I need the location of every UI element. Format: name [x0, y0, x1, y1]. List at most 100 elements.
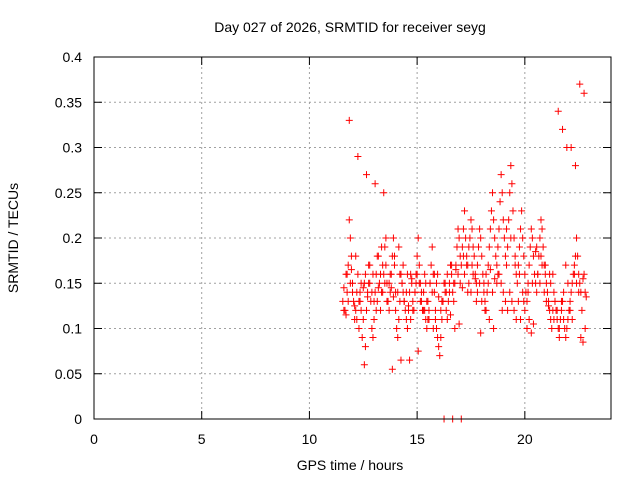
data-point	[399, 261, 407, 269]
data-point	[517, 225, 525, 233]
data-point	[455, 320, 463, 328]
data-point	[435, 343, 443, 351]
data-point	[345, 116, 353, 124]
data-point	[476, 225, 484, 233]
data-point	[533, 243, 541, 251]
data-point	[361, 343, 369, 351]
data-point	[406, 356, 414, 364]
data-point	[409, 297, 417, 305]
data-point	[427, 261, 435, 269]
data-point	[346, 279, 354, 287]
data-point	[501, 297, 509, 305]
data-point	[486, 266, 494, 274]
data-point	[532, 248, 540, 256]
data-point	[473, 288, 481, 296]
data-point	[560, 288, 568, 296]
data-point	[396, 270, 404, 278]
data-point	[568, 315, 576, 323]
data-point	[343, 270, 351, 278]
data-point	[528, 279, 536, 287]
data-point	[438, 297, 446, 305]
data-point	[360, 361, 368, 369]
data-point	[454, 270, 462, 278]
data-point	[476, 279, 484, 287]
data-point	[482, 270, 490, 278]
data-point	[379, 288, 387, 296]
data-point	[403, 325, 411, 332]
data-point	[478, 252, 486, 260]
data-point	[570, 261, 578, 269]
data-point	[536, 279, 544, 287]
data-point	[537, 216, 545, 224]
data-point	[409, 306, 417, 314]
y-tick-label: 0.35	[55, 94, 82, 110]
data-point	[413, 252, 421, 260]
data-point	[431, 315, 439, 323]
data-point	[495, 225, 503, 233]
data-point	[540, 288, 548, 296]
data-point	[452, 266, 460, 274]
data-point	[458, 243, 466, 251]
data-point	[464, 288, 472, 296]
data-point	[342, 311, 350, 319]
data-point	[527, 225, 535, 233]
data-point	[545, 302, 553, 310]
data-point	[484, 279, 492, 287]
data-point	[567, 144, 575, 151]
data-point	[511, 261, 519, 269]
data-point	[499, 288, 507, 296]
data-point	[515, 270, 523, 278]
chart-title: Day 027 of 2026, SRMTID for receiver sey…	[214, 19, 486, 35]
data-point	[515, 243, 523, 251]
x-tick-label: 10	[302, 431, 318, 447]
data-point	[554, 107, 562, 115]
data-point	[571, 162, 579, 170]
data-point	[369, 334, 377, 342]
data-point	[496, 198, 504, 206]
data-point	[344, 297, 352, 305]
y-tick-label: 0.3	[63, 140, 83, 156]
data-point	[373, 252, 381, 260]
data-point	[542, 297, 550, 305]
data-point	[405, 302, 413, 310]
data-point	[577, 334, 585, 342]
data-point	[494, 243, 502, 251]
data-point	[564, 279, 572, 287]
data-point	[358, 334, 366, 342]
data-point	[340, 284, 348, 292]
data-point	[385, 306, 393, 314]
data-point	[538, 225, 546, 233]
data-point	[421, 270, 429, 278]
data-point	[377, 270, 385, 278]
data-point	[529, 320, 537, 328]
data-point	[536, 234, 544, 242]
data-point	[481, 306, 489, 314]
data-point	[461, 270, 469, 278]
x-tick-label: 20	[517, 431, 533, 447]
data-point	[489, 189, 497, 197]
data-point	[351, 302, 359, 310]
data-point	[528, 234, 536, 242]
data-point	[501, 252, 509, 260]
data-point	[428, 243, 436, 251]
data-point	[393, 325, 401, 332]
data-point	[517, 315, 525, 323]
data-point	[468, 225, 476, 233]
data-point	[557, 297, 565, 305]
data-point	[434, 270, 442, 278]
data-point	[555, 334, 563, 342]
data-point	[466, 234, 474, 242]
data-point	[383, 297, 391, 305]
data-point	[395, 315, 403, 323]
data-point	[389, 293, 397, 301]
data-point	[395, 243, 403, 251]
data-point	[347, 266, 355, 274]
data-point	[359, 315, 367, 323]
data-point	[566, 297, 574, 305]
data-point	[414, 234, 422, 242]
data-point	[498, 306, 506, 314]
data-point	[361, 270, 369, 278]
data-point	[551, 297, 559, 305]
data-point	[546, 270, 554, 278]
